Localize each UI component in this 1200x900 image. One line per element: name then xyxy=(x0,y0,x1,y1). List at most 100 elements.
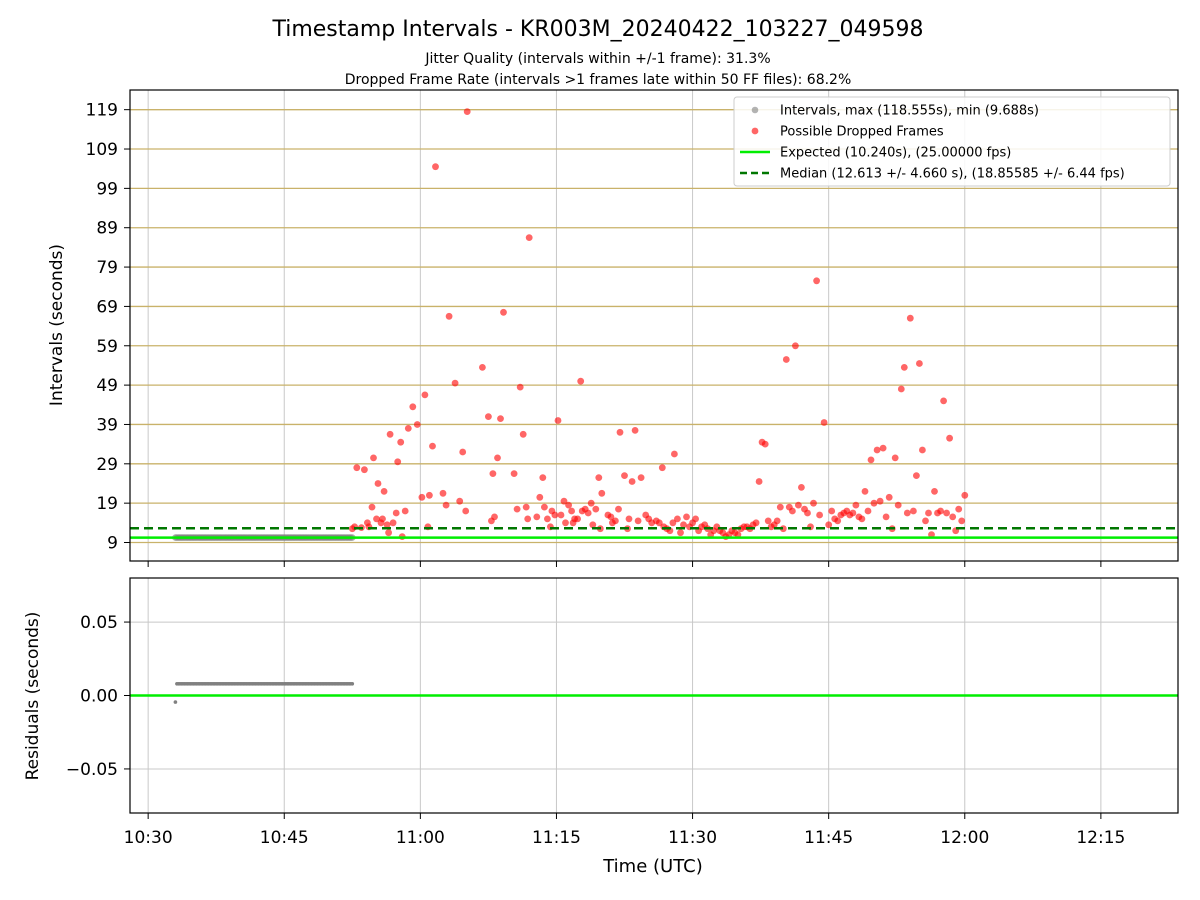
chart-subtitle-jitter: Jitter Quality (intervals within +/-1 fr… xyxy=(424,51,770,67)
dropped-frame-point xyxy=(513,505,521,513)
dropped-frame-point xyxy=(519,430,527,438)
dropped-frame-point xyxy=(421,391,429,399)
dropped-frame-point xyxy=(674,515,681,523)
dropped-frame-point xyxy=(401,507,409,515)
dropped-frame-point xyxy=(516,383,524,391)
dropped-frame-point xyxy=(820,419,828,426)
dropped-frame-point xyxy=(658,464,666,472)
residuals-y-tick-label: 0.05 xyxy=(80,613,118,633)
dropped-frame-point xyxy=(426,491,433,499)
residual-point xyxy=(350,682,355,686)
residuals-y-tick-label: 0.00 xyxy=(80,687,118,707)
x-tick-label: 12:15 xyxy=(1076,828,1125,848)
dropped-frame-point xyxy=(792,342,799,350)
dropped-frame-point xyxy=(379,515,386,523)
dropped-frame-point xyxy=(789,507,796,515)
dropped-frame-point xyxy=(752,519,760,527)
dropped-frame-point xyxy=(536,493,544,501)
intervals-y-tick-label: 59 xyxy=(96,337,118,357)
dropped-frame-point xyxy=(900,364,908,371)
dropped-frame-point xyxy=(958,517,966,525)
dropped-frame-point xyxy=(916,360,923,367)
dropped-frame-point xyxy=(562,519,569,527)
dropped-frame-point xyxy=(456,497,464,505)
dropped-frame-point xyxy=(637,474,645,481)
x-tick-label: 11:30 xyxy=(668,828,717,848)
dropped-frame-point xyxy=(961,491,969,499)
dropped-frame-point xyxy=(533,513,541,521)
dropped-frame-point xyxy=(655,519,663,527)
x-axis-label: Time (UTC) xyxy=(602,856,703,877)
dropped-frame-point xyxy=(879,444,887,452)
intervals-y-tick-label: 19 xyxy=(96,494,118,514)
dropped-frame-point xyxy=(798,484,805,491)
dropped-frame-point xyxy=(910,507,917,515)
dropped-frame-point xyxy=(497,415,504,422)
dropped-frame-point xyxy=(773,517,781,525)
intervals-y-tick-label: 99 xyxy=(96,179,118,199)
dropped-frame-point xyxy=(413,421,421,428)
dropped-frame-point xyxy=(489,470,497,477)
dropped-frame-point xyxy=(870,499,878,507)
dropped-frame-point xyxy=(554,417,562,424)
dropped-frame-point xyxy=(598,489,606,497)
dropped-frame-point xyxy=(565,501,572,509)
dropped-frame-point xyxy=(946,434,953,442)
dropped-frame-point xyxy=(353,464,361,472)
dropped-frame-point xyxy=(409,403,417,411)
dropped-frame-point xyxy=(804,509,811,517)
x-tick-label: 10:30 xyxy=(124,828,173,848)
dropped-frame-point xyxy=(587,499,595,507)
dropped-frame-point xyxy=(858,515,866,523)
chart-title: Timestamp Intervals - KR003M_20240422_10… xyxy=(271,17,923,42)
intervals-y-tick-label: 89 xyxy=(96,219,118,239)
dropped-frame-point xyxy=(459,448,467,456)
dropped-frame-point xyxy=(891,454,899,462)
legend-dropped-marker xyxy=(751,127,759,135)
dropped-frame-point xyxy=(485,413,492,420)
dropped-frame-point xyxy=(394,458,402,466)
dropped-frame-point xyxy=(462,507,470,515)
dropped-frame-point xyxy=(882,513,890,521)
dropped-frame-point xyxy=(592,505,600,513)
dropped-frame-point xyxy=(560,497,568,505)
dropped-frame-point xyxy=(867,456,875,464)
dropped-frame-point xyxy=(500,308,507,316)
legend-intervals-marker xyxy=(751,106,759,114)
intervals-plot-frame xyxy=(129,89,1179,562)
dropped-frame-point xyxy=(541,503,548,511)
x-tick-label: 11:15 xyxy=(532,828,581,848)
dropped-frame-point xyxy=(510,470,518,477)
dropped-frame-point xyxy=(779,525,787,533)
intervals-y-tick-label: 9 xyxy=(107,534,118,554)
dropped-frame-point xyxy=(494,454,501,462)
dropped-frame-point xyxy=(634,517,642,525)
dropped-frame-point xyxy=(625,515,633,523)
dropped-frame-point xyxy=(873,446,881,454)
dropped-frame-point xyxy=(551,511,559,519)
dropped-frame-point xyxy=(671,450,678,458)
dropped-frame-point xyxy=(669,519,677,527)
dropped-frame-point xyxy=(380,488,388,495)
intervals-y-tick-label: 29 xyxy=(96,455,118,475)
dropped-frame-point xyxy=(913,472,920,479)
dropped-frame-point xyxy=(616,428,624,436)
dropped-frame-point xyxy=(955,505,963,513)
dropped-frame-point xyxy=(894,501,902,509)
dropped-frame-point xyxy=(834,517,842,525)
dropped-frame-point xyxy=(734,531,742,538)
intervals-y-axis-label: Intervals (seconds) xyxy=(47,244,67,406)
dropped-frame-point xyxy=(897,385,905,393)
dropped-frame-point xyxy=(418,493,426,501)
dropped-frame-point xyxy=(385,529,392,537)
dropped-frame-point xyxy=(432,163,439,171)
intervals-y-tick-label: 49 xyxy=(96,376,118,396)
dropped-frame-point xyxy=(445,312,453,320)
dropped-frame-point xyxy=(680,521,687,529)
dropped-frame-point xyxy=(577,377,585,385)
x-tick-label: 11:00 xyxy=(396,828,445,848)
residuals-plot-frame xyxy=(129,577,1179,814)
dropped-frame-point xyxy=(429,442,436,450)
dropped-frame-point xyxy=(631,427,639,434)
dropped-frame-point xyxy=(389,519,397,527)
